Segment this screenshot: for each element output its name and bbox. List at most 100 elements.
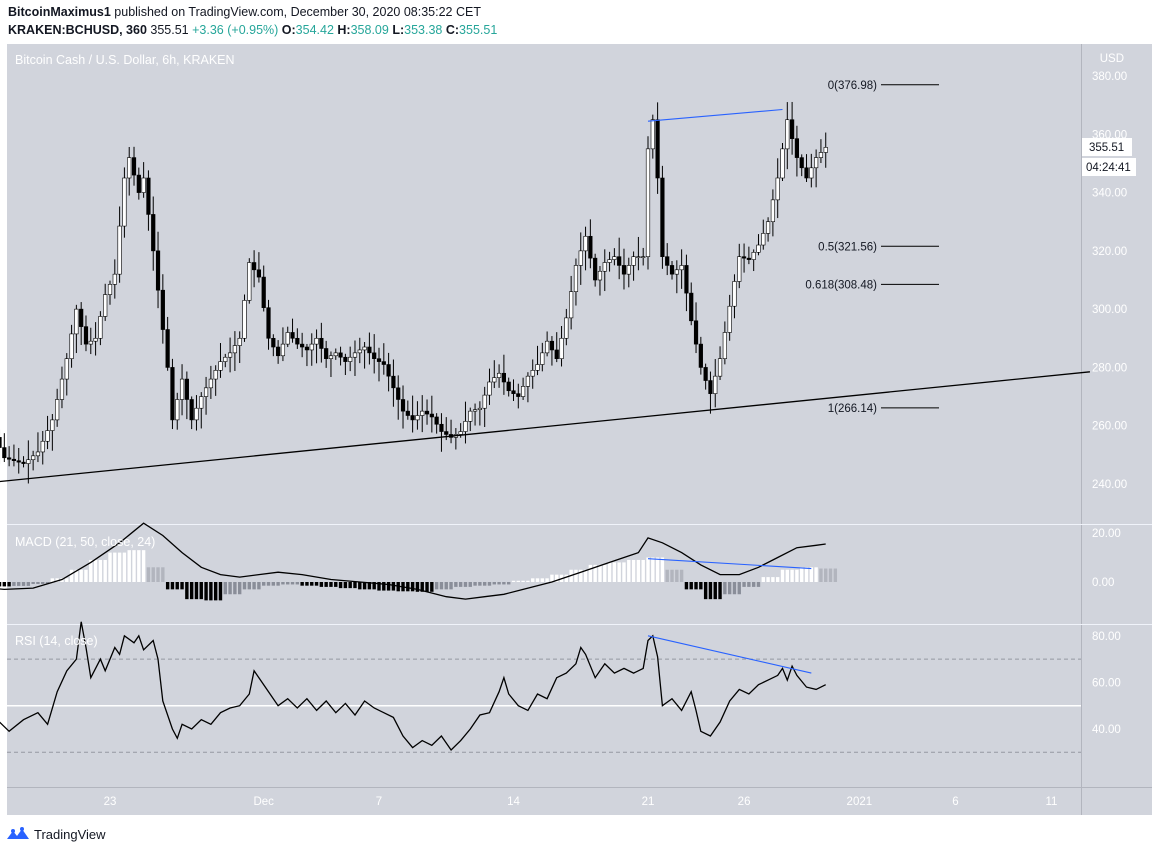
price-divergence-line[interactable] <box>647 108 783 122</box>
macd-histogram-bar <box>108 552 112 582</box>
time-tick-label: 2021 <box>847 796 873 808</box>
macd-histogram-bar <box>607 562 612 582</box>
candle-up <box>112 273 117 285</box>
candle-up <box>564 317 569 339</box>
macd-histogram-bar <box>21 582 26 586</box>
footer: TradingView <box>0 818 1152 852</box>
macd-histogram-bar <box>444 582 448 590</box>
macd-histogram-bar <box>766 577 770 582</box>
candle-down <box>165 329 170 368</box>
candle-down <box>593 257 598 281</box>
macd-histogram-bar <box>233 582 237 595</box>
candle-up <box>650 119 655 150</box>
candle-up <box>55 399 60 421</box>
macd-histogram-bar <box>636 559 641 582</box>
candle-down <box>381 361 386 365</box>
macd-histogram-bar <box>122 552 127 582</box>
fib-level-label: 0.5(321.56) <box>818 241 877 253</box>
macd-histogram-bar <box>228 582 232 595</box>
macd-histogram-bar <box>655 557 660 582</box>
rsi-divergence-line[interactable] <box>647 635 812 674</box>
macd-histogram-bar <box>98 559 103 582</box>
candle-down <box>429 413 434 418</box>
candle-up <box>314 337 319 345</box>
macd-histogram-bar <box>69 569 74 582</box>
candle-up <box>352 352 358 358</box>
macd-histogram-bar <box>276 582 280 586</box>
candle-up <box>45 430 50 442</box>
time-tick-label: 11 <box>1046 796 1058 808</box>
macd-histogram-bar <box>521 580 525 582</box>
macd-histogram-bar <box>36 582 40 584</box>
macd-histogram-bar <box>540 578 545 582</box>
macd-histogram-bar <box>631 559 636 582</box>
macd-histogram-bar <box>415 582 420 592</box>
macd-histogram-bar <box>574 569 578 582</box>
support-trendline[interactable] <box>0 371 1090 484</box>
macd-histogram-bar <box>420 582 424 592</box>
rsi-axis-ticks: 80.00 60.00 40.00 <box>1092 631 1121 736</box>
candle-up <box>626 265 631 275</box>
high-value: 358.09 <box>350 23 389 37</box>
price-tick-label: 380.00 <box>1092 71 1127 83</box>
candle-down <box>131 157 137 176</box>
tradingview-logo[interactable]: TradingView <box>6 826 106 842</box>
candle-down <box>516 393 521 397</box>
candle-down <box>698 343 703 368</box>
candle-down <box>746 257 751 260</box>
candle-down <box>554 349 559 359</box>
candle-up <box>223 356 228 362</box>
candle-down <box>660 177 665 257</box>
macd-histogram-bar <box>809 567 814 582</box>
countdown-box <box>1082 158 1136 176</box>
macd-histogram-bar <box>804 567 809 582</box>
macd-histogram-bar <box>679 569 684 582</box>
price-chart[interactable]: 0(376.98) 0.5(321.56) 0.618(308.48) 1(266.1… <box>0 44 1152 818</box>
candle-up <box>597 270 603 281</box>
macd-histogram-bar <box>12 582 16 586</box>
candle-up <box>818 152 824 158</box>
fib-level-label: 1(266.14) <box>828 403 877 415</box>
candle-up <box>194 407 199 421</box>
macd-histogram-bar <box>506 582 511 585</box>
macd-histogram-bar <box>833 568 838 582</box>
macd-histogram-bar <box>747 582 751 587</box>
candle-down <box>290 332 295 339</box>
candle-up <box>569 291 574 319</box>
publisher-name[interactable]: BitcoinMaximus1 <box>8 5 111 19</box>
candle-up <box>98 316 103 339</box>
macd-histogram-bar <box>718 582 722 600</box>
macd-histogram-bar <box>300 582 304 586</box>
candle-up <box>280 343 286 357</box>
macd-histogram-bar <box>425 582 429 592</box>
macd-histogram-bar <box>617 562 621 582</box>
macd-histogram-bar <box>742 582 746 587</box>
candle-up <box>122 177 127 227</box>
candle-up <box>583 235 588 252</box>
rsi-title: RSI (14, close) <box>15 634 98 648</box>
publish-line: BitcoinMaximus1 published on TradingView… <box>8 5 481 19</box>
candle-up <box>415 415 420 421</box>
high-label: H: <box>337 23 351 37</box>
macd-histogram-bar <box>665 569 669 582</box>
macd-histogram-bar <box>487 582 492 586</box>
fibonacci-levels[interactable]: 0(376.98) 0.5(321.56) 0.618(308.48) 1(266.1… <box>805 80 939 415</box>
macd-histogram-bar <box>213 582 218 601</box>
macd-histogram-bar <box>367 582 372 590</box>
macd-histogram-bar <box>358 582 362 590</box>
time-axis-ticks: 23 Dec 7 14 21 26 2021 6 11 <box>104 796 1058 808</box>
candle-up <box>31 455 36 461</box>
candle-down <box>21 461 26 464</box>
macd-divergence-line[interactable] <box>647 558 812 570</box>
macd-histogram-bar <box>146 567 151 582</box>
candle-up <box>521 386 526 397</box>
candle-down <box>396 387 401 400</box>
candle-down <box>400 399 406 412</box>
candle-up <box>328 355 334 359</box>
macd-histogram-bar <box>497 582 501 585</box>
candle-up <box>545 340 550 354</box>
candle-up <box>175 399 180 421</box>
current-price-value: 355.51 <box>1089 142 1124 154</box>
candle-up <box>727 305 732 333</box>
macd-histogram-bar <box>564 574 569 582</box>
